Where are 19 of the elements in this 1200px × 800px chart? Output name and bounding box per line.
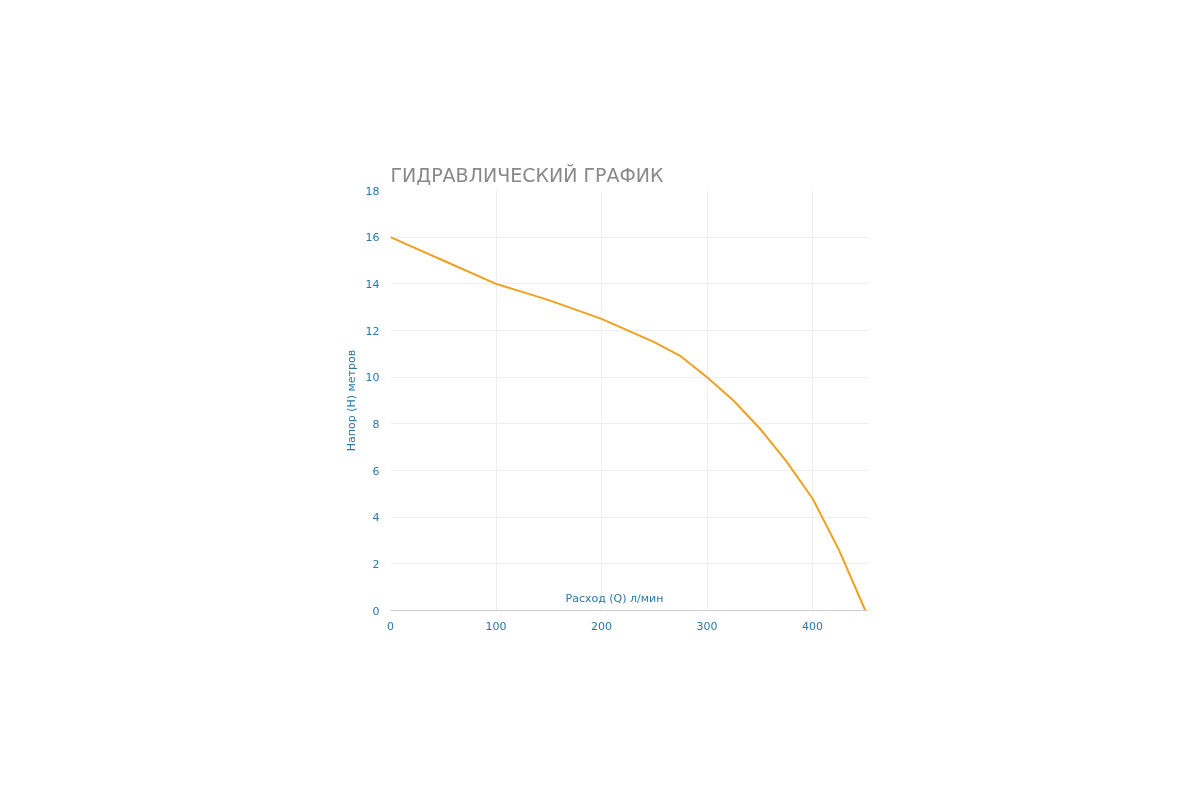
y-tick-label: 2 bbox=[372, 557, 380, 571]
y-tick-label: 10 bbox=[365, 371, 380, 385]
x-tick-label: 100 bbox=[485, 619, 507, 633]
x-tick-label: 300 bbox=[696, 619, 718, 633]
x-tick-label: 0 bbox=[387, 619, 394, 633]
line-series bbox=[390, 236, 867, 611]
y-tick-label: 6 bbox=[372, 464, 380, 478]
y-axis-title: Напор (H) метров bbox=[344, 349, 358, 452]
x-tick-label: 200 bbox=[591, 619, 613, 633]
chart-title: ГИДРАВЛИЧЕСКИЙ ГРАФИК bbox=[390, 163, 664, 186]
y-tick-label: 18 bbox=[365, 184, 380, 198]
x-tick-label: 400 bbox=[802, 619, 824, 633]
y-tick-label: 0 bbox=[372, 604, 380, 618]
y-tick-label: 4 bbox=[372, 511, 380, 525]
y-tick-label: 8 bbox=[372, 417, 380, 431]
x-axis-title: Расход (Q) л/мин bbox=[565, 591, 664, 605]
y-tick-label: 12 bbox=[365, 324, 380, 338]
y-tick-label: 14 bbox=[365, 277, 380, 291]
y-tick-label: 16 bbox=[365, 231, 380, 245]
